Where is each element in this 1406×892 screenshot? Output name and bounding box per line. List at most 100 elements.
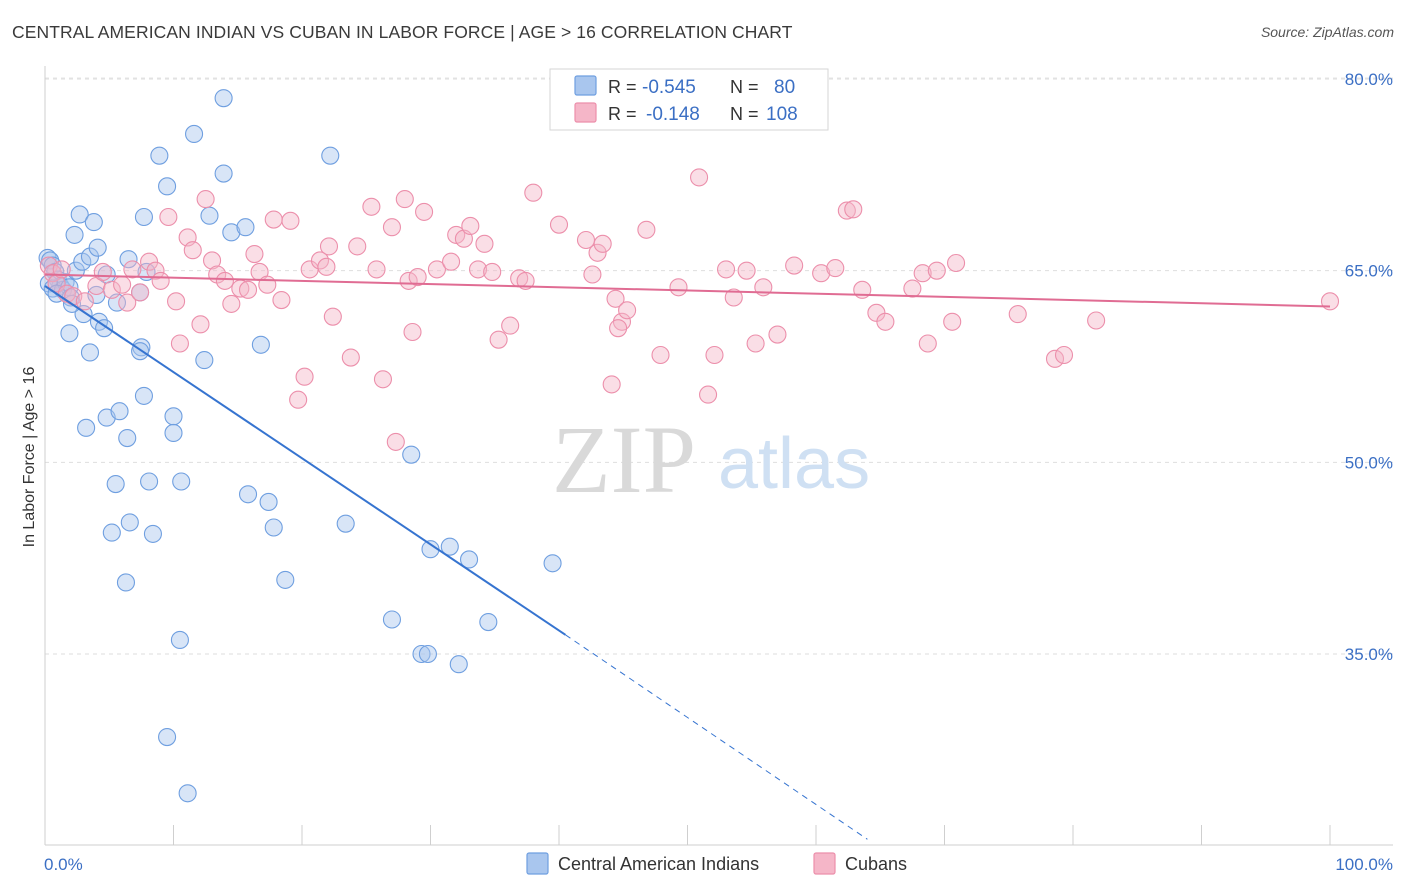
legend-r-label-1: R = — [608, 77, 637, 97]
data-point — [876, 312, 895, 331]
data-point — [146, 261, 165, 280]
data-point — [606, 289, 625, 308]
data-point — [222, 294, 241, 313]
data-point — [746, 334, 765, 353]
legend-swatch-central-american-indians — [574, 75, 597, 96]
series-central-american-indians — [38, 89, 562, 803]
data-point — [321, 146, 340, 165]
data-point — [373, 370, 393, 389]
data-point — [947, 253, 966, 273]
data-point — [43, 264, 62, 283]
y-axis-title: In Labor Force | Age > 16 — [21, 367, 38, 548]
data-point — [258, 275, 277, 294]
data-point — [588, 243, 607, 262]
data-point — [65, 225, 84, 244]
legend-bottom-swatch-cubans — [813, 852, 836, 875]
data-point — [183, 241, 202, 260]
legend-n-value-2: 108 — [766, 104, 798, 125]
data-point — [134, 386, 153, 405]
data-point — [251, 335, 270, 354]
data-point — [913, 264, 932, 283]
data-point — [170, 334, 189, 353]
data-point — [442, 252, 461, 271]
data-point — [158, 177, 177, 196]
data-point — [120, 513, 139, 532]
data-point — [716, 260, 736, 279]
data-point — [395, 190, 414, 209]
data-point — [583, 265, 602, 284]
data-point — [123, 260, 142, 279]
data-point — [238, 280, 258, 299]
data-point — [844, 200, 863, 219]
legend-n-label-2: N = — [730, 104, 759, 124]
data-point — [609, 319, 628, 338]
data-point — [118, 429, 137, 448]
source-label: Source: ZipAtlas.com — [1260, 24, 1394, 40]
data-point — [415, 202, 434, 221]
data-point — [245, 245, 264, 264]
data-point — [264, 210, 283, 229]
data-point — [812, 264, 831, 283]
data-point — [319, 237, 339, 256]
data-point — [134, 207, 153, 227]
data-point — [264, 518, 283, 537]
trend-line — [44, 285, 566, 636]
data-point — [408, 268, 427, 287]
data-point — [60, 324, 79, 343]
data-point — [412, 644, 431, 664]
data-point — [215, 271, 234, 290]
data-point — [178, 784, 197, 803]
data-point — [386, 432, 405, 451]
data-point — [382, 218, 402, 237]
data-point — [602, 375, 621, 394]
data-point — [468, 260, 488, 279]
legend-n-value-1: 80 — [774, 77, 795, 98]
data-point — [524, 183, 543, 202]
data-point — [348, 237, 367, 256]
data-point — [399, 271, 418, 290]
data-point — [699, 385, 718, 404]
data-point — [367, 260, 386, 279]
data-point — [479, 613, 498, 632]
y-tick-label: 50.0% — [1345, 453, 1393, 472]
data-point — [1008, 305, 1027, 324]
data-point — [119, 250, 138, 269]
grid-layer — [45, 77, 1393, 655]
data-point — [116, 573, 136, 592]
data-point — [52, 260, 71, 279]
data-point — [259, 492, 278, 511]
data-point — [724, 288, 743, 307]
data-point — [483, 262, 502, 281]
data-point — [195, 351, 214, 370]
data-point — [159, 207, 178, 227]
data-point — [418, 644, 437, 664]
y-tick-label: 35.0% — [1345, 645, 1393, 664]
data-point — [543, 554, 562, 573]
data-point — [276, 570, 295, 589]
chart-title: CENTRAL AMERICAN INDIAN VS CUBAN IN LABO… — [12, 22, 793, 42]
data-point — [440, 537, 459, 556]
data-point — [1087, 311, 1106, 330]
data-point — [167, 292, 186, 311]
data-point — [151, 271, 170, 290]
data-point — [203, 251, 222, 270]
legend-r-label-2: R = — [608, 104, 637, 124]
data-point — [75, 292, 94, 311]
legend-bottom: Central American Indians Cubans — [526, 852, 907, 875]
axis-layer — [44, 66, 1393, 846]
data-point — [549, 215, 569, 234]
data-point — [402, 445, 421, 464]
data-point — [172, 472, 191, 491]
legend-swatch-cubans — [574, 102, 597, 123]
data-point — [943, 312, 962, 331]
data-point — [113, 275, 132, 294]
data-point — [737, 261, 756, 280]
data-point — [140, 472, 159, 491]
data-point — [475, 234, 494, 253]
data-point — [516, 271, 535, 290]
y-tick-label: 65.0% — [1345, 262, 1393, 281]
data-point — [88, 238, 107, 257]
data-point — [118, 293, 137, 312]
data-point — [576, 230, 596, 250]
